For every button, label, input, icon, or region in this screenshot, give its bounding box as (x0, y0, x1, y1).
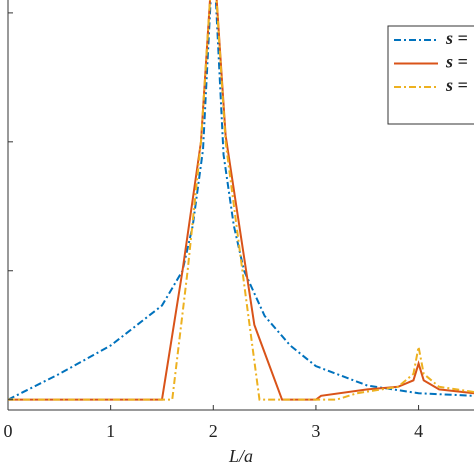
plot-area (8, 0, 474, 401)
x-tick-label: 3 (311, 421, 320, 441)
x-tick-label: 2 (209, 421, 218, 441)
x-axis-label: L/a (228, 446, 253, 466)
x-tick-label: 0 (4, 421, 13, 441)
legend-label: s = (445, 75, 468, 95)
legend: s = s = s = (387, 25, 474, 125)
x-tick-label: 4 (414, 421, 423, 441)
legend-label: s = (445, 28, 468, 48)
legend-box (387, 25, 474, 125)
x-tick-label: 1 (106, 421, 115, 441)
legend-label: s = (445, 52, 468, 72)
line-series (8, 0, 474, 401)
